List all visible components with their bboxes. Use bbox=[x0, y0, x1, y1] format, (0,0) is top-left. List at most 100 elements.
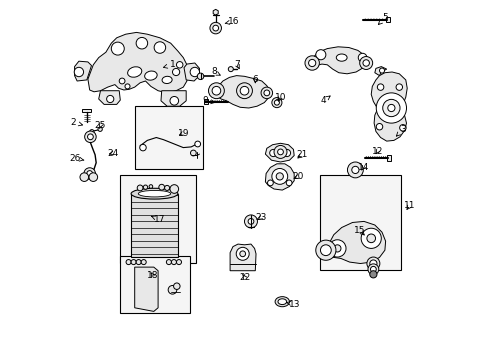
Circle shape bbox=[84, 168, 95, 179]
Circle shape bbox=[308, 59, 315, 67]
Circle shape bbox=[395, 84, 402, 90]
Polygon shape bbox=[183, 63, 199, 81]
Ellipse shape bbox=[162, 76, 172, 84]
Text: 9: 9 bbox=[202, 96, 214, 105]
Circle shape bbox=[176, 260, 181, 265]
Circle shape bbox=[358, 53, 366, 62]
Bar bbox=[320, 175, 400, 270]
Circle shape bbox=[212, 86, 220, 95]
Circle shape bbox=[209, 22, 221, 34]
Circle shape bbox=[359, 57, 372, 69]
Ellipse shape bbox=[336, 54, 346, 61]
Text: 17: 17 bbox=[151, 215, 165, 224]
Circle shape bbox=[236, 83, 252, 99]
Text: 18: 18 bbox=[147, 271, 158, 280]
Circle shape bbox=[197, 73, 203, 80]
Text: 13: 13 bbox=[286, 300, 300, 309]
Circle shape bbox=[274, 100, 279, 105]
Polygon shape bbox=[99, 91, 120, 104]
Text: 12: 12 bbox=[371, 147, 383, 156]
Circle shape bbox=[351, 166, 358, 174]
Circle shape bbox=[271, 98, 282, 108]
Circle shape bbox=[369, 260, 376, 267]
Polygon shape bbox=[213, 9, 218, 15]
Bar bbox=[385, 17, 389, 22]
Circle shape bbox=[347, 162, 363, 178]
Bar bbox=[386, 155, 390, 161]
Circle shape bbox=[367, 264, 378, 275]
Circle shape bbox=[170, 96, 178, 105]
Circle shape bbox=[239, 251, 245, 257]
Text: 4: 4 bbox=[320, 96, 329, 105]
Circle shape bbox=[369, 271, 376, 278]
Text: 5: 5 bbox=[378, 13, 387, 24]
Circle shape bbox=[271, 168, 287, 184]
Circle shape bbox=[170, 185, 178, 193]
Circle shape bbox=[87, 171, 92, 176]
Text: 21: 21 bbox=[296, 150, 307, 159]
Polygon shape bbox=[265, 143, 294, 162]
Circle shape bbox=[136, 37, 147, 49]
Circle shape bbox=[366, 234, 375, 243]
Circle shape bbox=[277, 149, 283, 155]
Circle shape bbox=[240, 86, 248, 95]
Circle shape bbox=[106, 95, 114, 103]
Circle shape bbox=[98, 127, 102, 131]
Circle shape bbox=[74, 67, 83, 77]
Circle shape bbox=[370, 266, 375, 272]
Text: 15: 15 bbox=[353, 226, 365, 235]
Text: 23: 23 bbox=[254, 213, 266, 222]
Circle shape bbox=[80, 173, 88, 181]
Circle shape bbox=[208, 83, 224, 99]
Circle shape bbox=[261, 87, 272, 99]
Polygon shape bbox=[161, 91, 186, 106]
Text: 26: 26 bbox=[69, 154, 83, 163]
Polygon shape bbox=[370, 72, 407, 141]
Circle shape bbox=[173, 283, 180, 289]
Circle shape bbox=[375, 93, 406, 123]
Polygon shape bbox=[326, 221, 385, 264]
Text: 25: 25 bbox=[95, 122, 106, 130]
Circle shape bbox=[168, 285, 177, 294]
Circle shape bbox=[164, 185, 169, 190]
Text: 11: 11 bbox=[404, 201, 415, 210]
Circle shape bbox=[176, 62, 183, 68]
Circle shape bbox=[269, 149, 276, 157]
Polygon shape bbox=[265, 164, 294, 190]
Circle shape bbox=[143, 185, 147, 189]
Ellipse shape bbox=[277, 299, 286, 305]
Circle shape bbox=[244, 215, 257, 228]
Polygon shape bbox=[213, 76, 269, 108]
Circle shape bbox=[131, 260, 136, 265]
Circle shape bbox=[154, 42, 165, 53]
Circle shape bbox=[375, 123, 382, 130]
Circle shape bbox=[276, 173, 283, 180]
Circle shape bbox=[172, 68, 179, 76]
Circle shape bbox=[149, 185, 152, 188]
Bar bbox=[120, 256, 190, 313]
Circle shape bbox=[382, 99, 399, 117]
Circle shape bbox=[159, 184, 164, 190]
Circle shape bbox=[194, 141, 200, 147]
Circle shape bbox=[190, 67, 199, 77]
Circle shape bbox=[166, 260, 171, 265]
Bar bbox=[82, 109, 91, 112]
Circle shape bbox=[377, 84, 383, 90]
Text: 1: 1 bbox=[163, 60, 175, 69]
Circle shape bbox=[387, 104, 394, 112]
Polygon shape bbox=[311, 47, 366, 74]
Circle shape bbox=[267, 180, 273, 186]
Circle shape bbox=[125, 84, 130, 89]
Circle shape bbox=[89, 173, 98, 181]
Circle shape bbox=[333, 245, 340, 252]
Polygon shape bbox=[88, 32, 188, 93]
Circle shape bbox=[285, 180, 291, 186]
Circle shape bbox=[399, 125, 406, 131]
Circle shape bbox=[190, 150, 196, 156]
Circle shape bbox=[305, 56, 319, 70]
Circle shape bbox=[111, 42, 124, 55]
Text: 6: 6 bbox=[252, 75, 258, 84]
Circle shape bbox=[328, 240, 346, 257]
Circle shape bbox=[264, 90, 269, 96]
Text: 22: 22 bbox=[238, 273, 250, 282]
